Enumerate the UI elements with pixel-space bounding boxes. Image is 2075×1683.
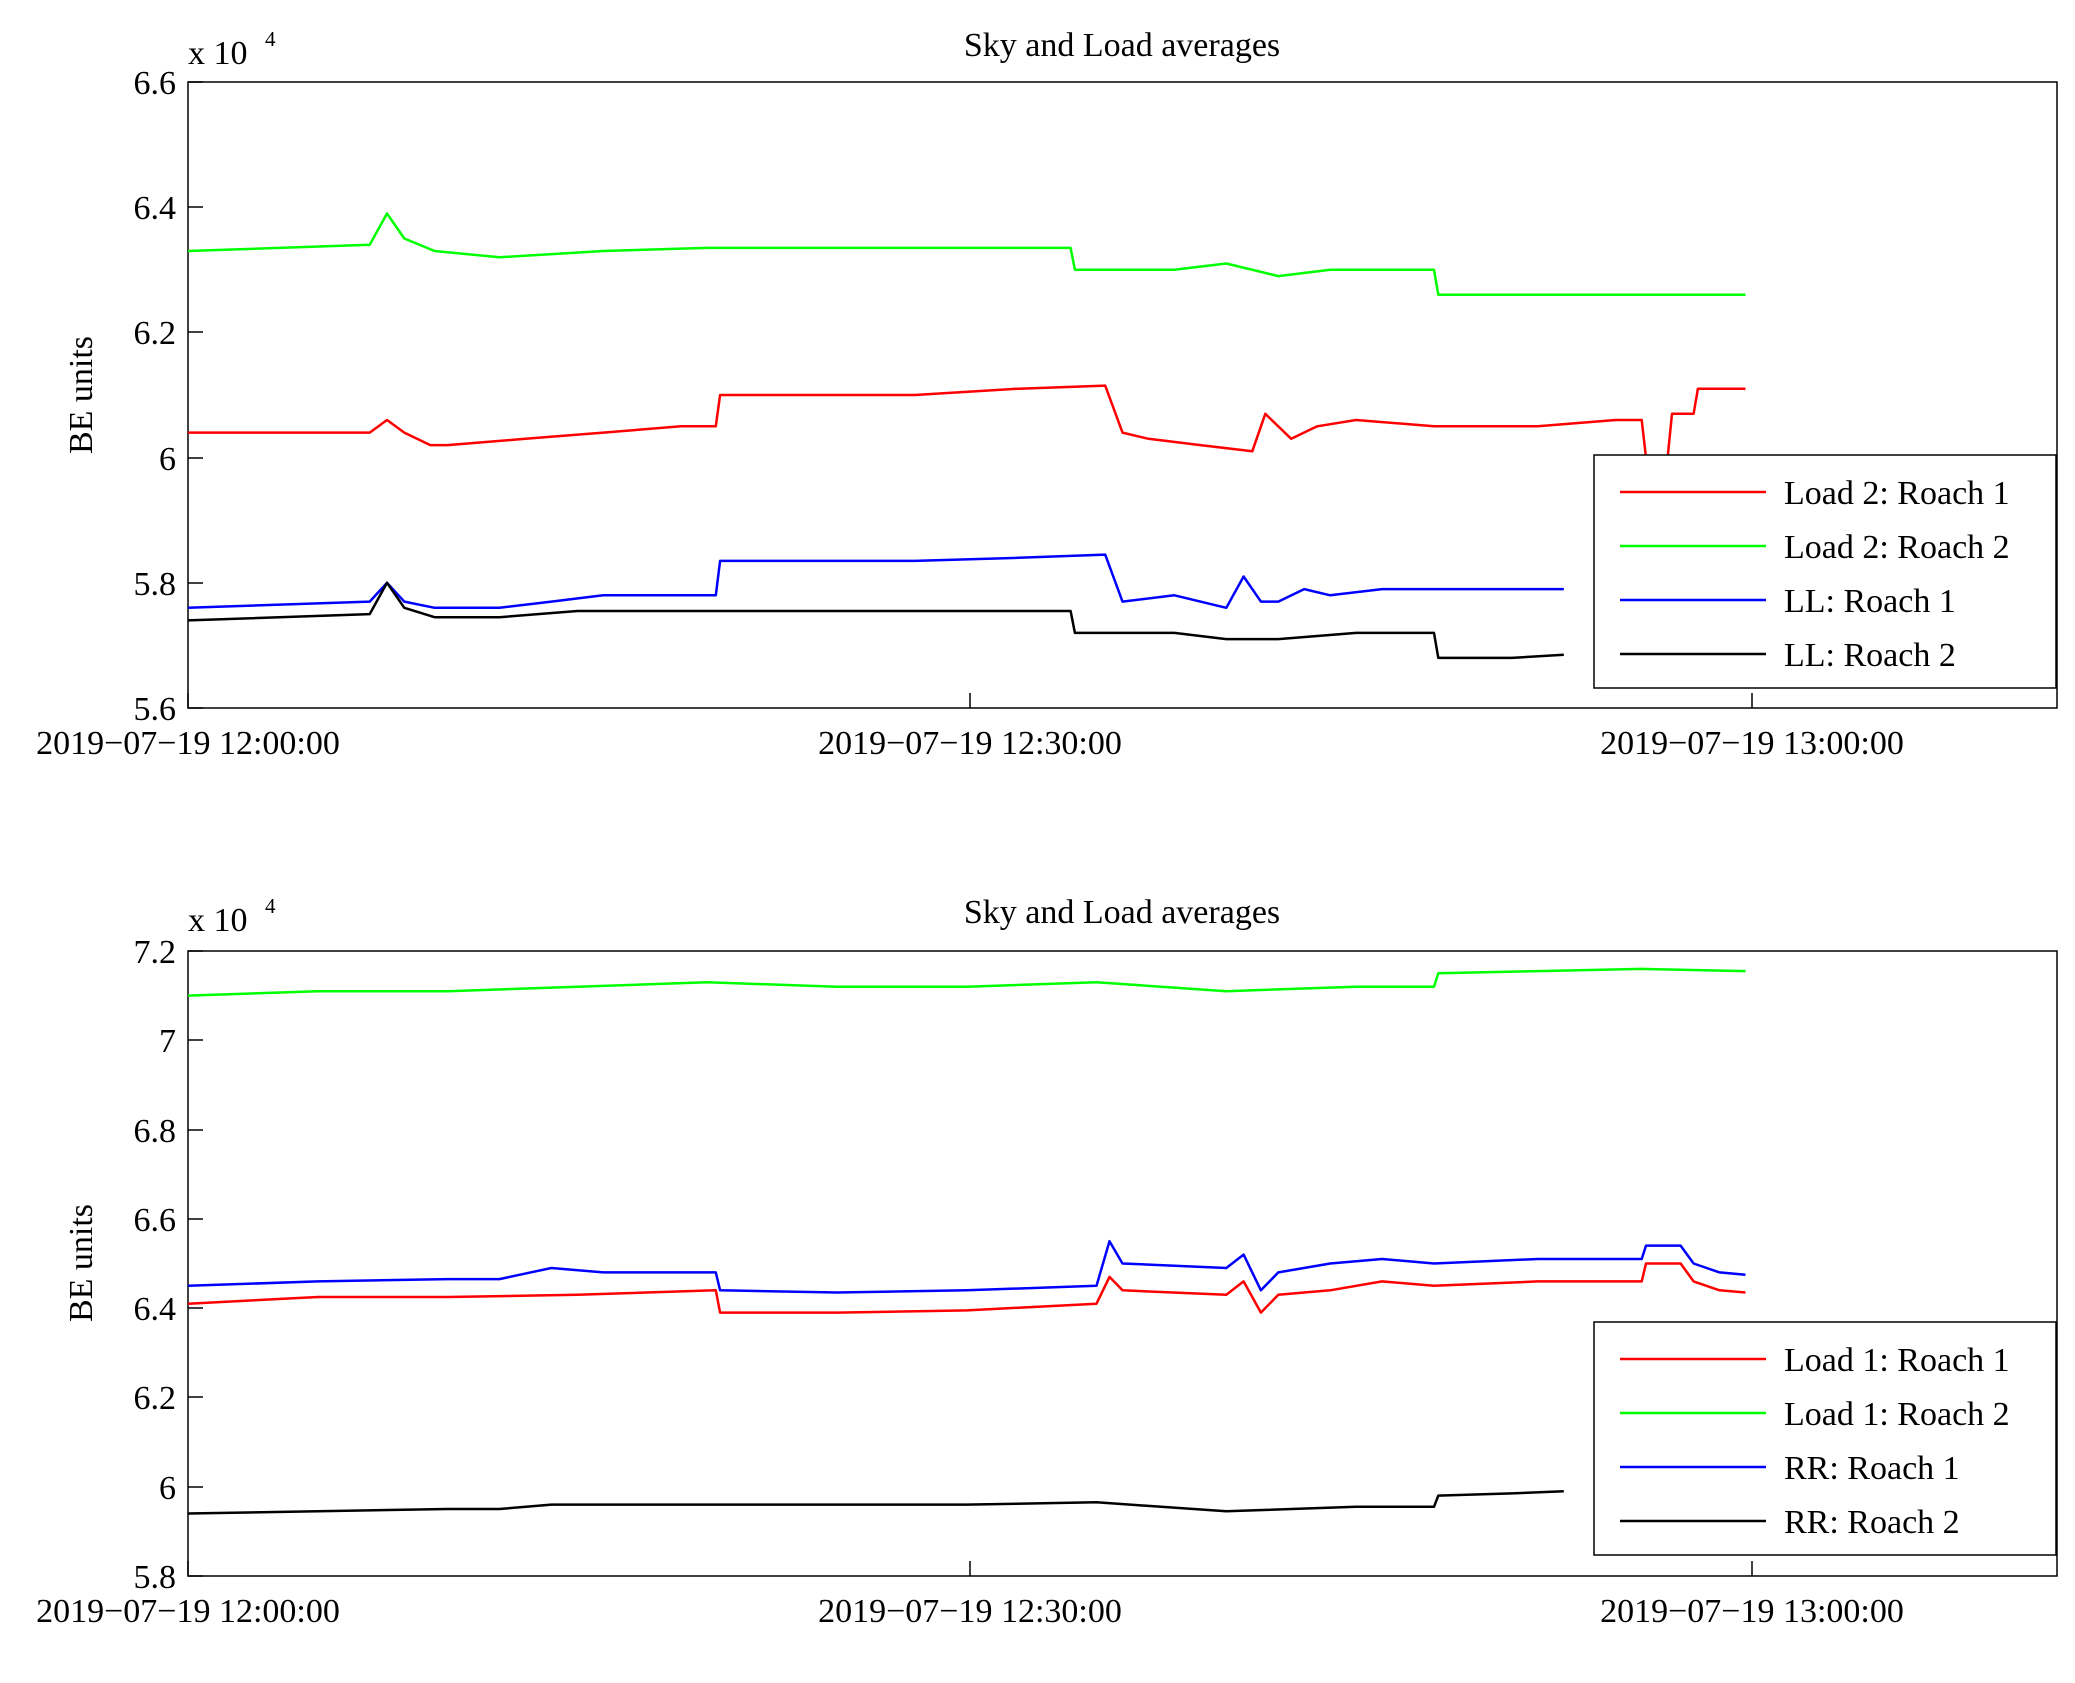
x-tick-label: 2019−07−19 12:30:00 [818,725,1122,762]
y-tick-label: 6.6 [134,1202,177,1239]
y-axis-label-2: BE units [63,1204,100,1322]
series-line-ll-roach1 [187,553,1564,610]
y-tick-label: 6 [159,1470,176,1507]
chart-title-1: Sky and Load averages [964,27,1280,64]
series-line-ll-roach2 [187,581,1564,660]
series-line-load1-roach2 [187,967,1746,997]
y-multiplier-2: x 10 4 [188,894,276,939]
y-multiplier-1: x 10 4 [188,27,276,72]
legend-label-load2-roach2: Load 2: Roach 2 [1784,529,2010,566]
series-line-rr-roach2 [187,1489,1564,1515]
x-tick-label: 2019−07−19 13:00:00 [1600,1593,1904,1630]
x-ticks-1: 2019−07−19 12:00:00 2019−07−19 12:30:00 … [36,693,1904,762]
y-multiplier-exponent-2: 4 [265,894,276,918]
chart-title-2: Sky and Load averages [964,894,1280,931]
y-tick-label: 6.2 [134,315,177,352]
y-tick-label: 5.8 [134,566,177,603]
y-tick-label: 6 [159,441,176,478]
y-multiplier-text-1: x 10 [188,35,248,72]
series-line-rr-roach1 [187,1239,1746,1294]
y-multiplier-text-2: x 10 [188,902,248,939]
y-multiplier-exponent-1: 4 [265,27,276,51]
legend-box-1 [1593,454,2057,689]
series-group-2 [187,967,1746,1515]
x-tick-label: 2019−07−19 12:30:00 [818,1593,1122,1630]
y-ticks-1: 5.6 5.8 6 6.2 6.4 6.6 [134,65,203,728]
x-ticks-2: 2019−07−19 12:00:00 2019−07−19 12:30:00 … [36,1561,1904,1630]
legend-label-ll-roach2: LL: Roach 2 [1784,637,1956,674]
legend-label-load2-roach1: Load 2: Roach 1 [1784,475,2010,512]
series-line-load1-roach1 [187,1262,1746,1314]
y-tick-label: 5.8 [134,1559,177,1596]
x-tick-label: 2019−07−19 13:00:00 [1600,725,1904,762]
series-line-load2-roach2 [187,212,1746,297]
y-tick-label: 6.2 [134,1380,177,1417]
y-tick-label: 6.6 [134,65,177,102]
y-tick-label: 6.8 [134,1113,177,1150]
legend-label-rr-roach2: RR: Roach 2 [1784,1504,1960,1541]
plot-area-1 [187,81,2058,709]
plot-area-2 [187,950,2058,1577]
x-tick-label: 2019−07−19 12:00:00 [36,1593,340,1630]
legend-1: Load 2: Roach 1 Load 2: Roach 2 LL: Roac… [1593,454,2057,689]
y-tick-label: 5.6 [134,691,177,728]
y-tick-label: 7.2 [134,934,177,971]
y-tick-label: 6.4 [134,1291,177,1328]
chart-panel-2: Sky and Load averages BE units x 10 4 5.… [36,894,2058,1630]
legend-label-load1-roach2: Load 1: Roach 2 [1784,1396,2010,1433]
y-tick-label: 6.4 [134,190,177,227]
legend-label-load1-roach1: Load 1: Roach 1 [1784,1342,2010,1379]
y-tick-label: 7 [159,1023,176,1060]
x-tick-label: 2019−07−19 12:00:00 [36,725,340,762]
y-axis-label-1: BE units [63,336,100,454]
y-ticks-2: 5.8 6 6.2 6.4 6.6 6.8 7 7.2 [134,934,203,1596]
legend-label-ll-roach1: LL: Roach 1 [1784,583,1956,620]
legend-label-rr-roach1: RR: Roach 1 [1784,1450,1960,1487]
chart-panel-1: Sky and Load averages BE units x 10 4 5.… [36,27,2058,762]
legend-2: Load 1: Roach 1 Load 1: Roach 2 RR: Roac… [1593,1321,2057,1556]
legend-box-2 [1593,1321,2057,1556]
